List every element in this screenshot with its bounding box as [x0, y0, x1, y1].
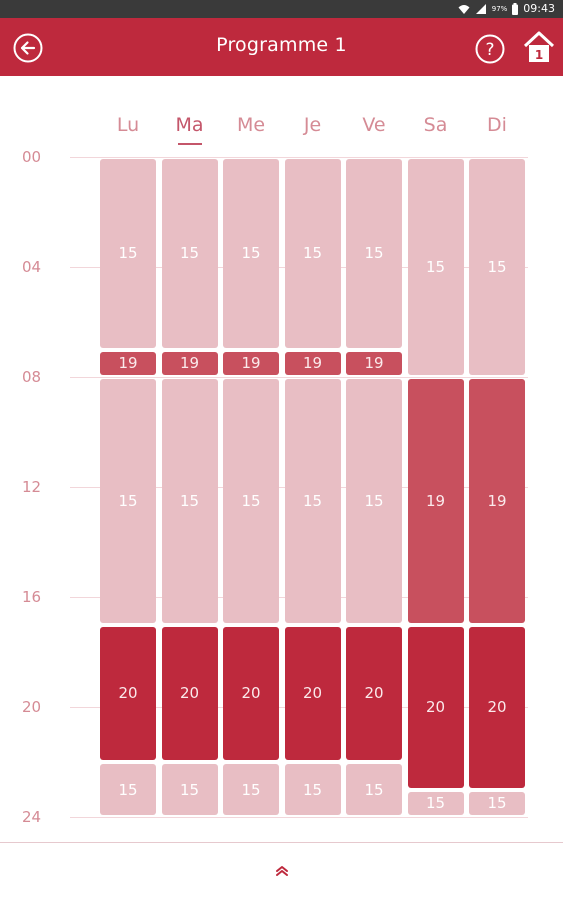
time-label: 04 [22, 258, 42, 276]
schedule-block[interactable]: 20 [284, 626, 341, 760]
divider [0, 842, 563, 843]
schedule-block[interactable]: 15 [161, 764, 218, 815]
schedule-block[interactable]: 15 [161, 159, 218, 348]
schedule-block[interactable]: 15 [100, 379, 156, 623]
schedule-block[interactable]: 20 [223, 626, 279, 760]
time-label: 20 [22, 698, 42, 716]
schedule-grid: Lu Ma Me Je Ve Sa Di 00 04 08 12 16 20 24 15 19 15 20 15… [0, 76, 563, 841]
schedule-block[interactable]: 15 [407, 791, 464, 815]
day-tab-ma[interactable]: Ma [175, 114, 204, 136]
day-tab-lu[interactable]: Lu [116, 114, 140, 136]
gridline [70, 377, 528, 378]
day-tab-sa[interactable]: Sa [423, 114, 448, 136]
schedule-block[interactable]: 15 [223, 159, 279, 348]
gridline [70, 817, 528, 818]
time-label: 12 [22, 478, 42, 496]
signal-icon [475, 3, 486, 14]
back-button[interactable] [12, 32, 44, 64]
home-badge: 1 [535, 48, 543, 62]
wifi-icon [458, 4, 470, 14]
time-label: 00 [22, 148, 42, 166]
day-tab-je[interactable]: Je [303, 114, 322, 136]
help-button[interactable]: ? [474, 33, 506, 65]
gridline [70, 157, 528, 158]
selected-day-indicator [177, 143, 202, 145]
schedule-block[interactable]: 19 [284, 351, 341, 375]
schedule-block[interactable]: 15 [284, 159, 341, 348]
home-button[interactable]: 1 [522, 30, 556, 66]
schedule-block[interactable]: 15 [223, 764, 279, 815]
day-tab-me[interactable]: Me [236, 114, 266, 136]
schedule-block[interactable]: 19 [100, 351, 156, 375]
battery-icon [512, 2, 519, 15]
schedule-block[interactable]: 15 [284, 764, 341, 815]
status-bar: 97% 09:43 [0, 0, 563, 18]
schedule-block[interactable]: 15 [407, 159, 464, 375]
schedule-block[interactable]: 15 [223, 379, 279, 623]
schedule-block[interactable]: 19 [469, 379, 525, 623]
schedule-block[interactable]: 20 [469, 626, 525, 788]
back-arrow-icon [13, 33, 43, 63]
schedule-block[interactable]: 19 [223, 351, 279, 375]
time-label: 08 [22, 368, 42, 386]
status-icons: 97% 09:43 [458, 2, 555, 15]
help-icon: ? [475, 34, 505, 64]
schedule-block[interactable]: 19 [161, 351, 218, 375]
page-title: Programme 1 [216, 34, 347, 56]
schedule-block[interactable]: 15 [346, 764, 402, 815]
schedule-block[interactable]: 15 [100, 764, 156, 815]
status-time: 09:43 [523, 2, 555, 15]
home-icon: 1 [523, 31, 555, 62]
schedule-block[interactable]: 20 [346, 626, 402, 760]
schedule-block[interactable]: 15 [469, 159, 525, 375]
schedule-block[interactable]: 15 [161, 379, 218, 623]
chevron-up-icon [276, 866, 288, 876]
app-bar: Programme 1 ? 1 [0, 18, 563, 76]
day-tab-ve[interactable]: Ve [362, 114, 386, 136]
day-tab-di[interactable]: Di [487, 114, 507, 136]
schedule-block[interactable]: 15 [346, 379, 402, 623]
schedule-block[interactable]: 20 [161, 626, 218, 760]
schedule-block[interactable]: 15 [469, 791, 525, 815]
schedule-block[interactable]: 20 [407, 626, 464, 788]
time-label: 16 [22, 588, 42, 606]
schedule-block[interactable]: 19 [407, 379, 464, 623]
time-label: 24 [22, 808, 42, 826]
battery-percent: 97% [491, 4, 508, 13]
bottom-bar [0, 843, 563, 900]
schedule-block[interactable]: 15 [284, 379, 341, 623]
schedule-block[interactable]: 20 [100, 626, 156, 760]
schedule-block[interactable]: 15 [100, 159, 156, 348]
svg-text:?: ? [485, 40, 494, 60]
expand-button[interactable] [271, 863, 293, 879]
schedule-block[interactable]: 19 [346, 351, 402, 375]
schedule-block[interactable]: 15 [346, 159, 402, 348]
